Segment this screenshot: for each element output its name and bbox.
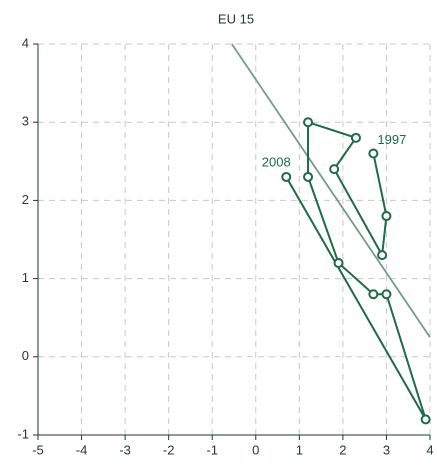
point	[303, 171, 314, 182]
point	[368, 289, 379, 300]
x-tick-label: -5	[32, 442, 44, 457]
x-tick-label: 1	[296, 442, 303, 457]
x-tick-label: 3	[383, 442, 390, 457]
annotation: 2008	[262, 154, 291, 169]
x-tick-label: -3	[119, 442, 131, 457]
point	[333, 257, 344, 268]
point	[329, 164, 340, 175]
point	[303, 117, 314, 128]
y-tick-label: -1	[17, 426, 29, 441]
annotation: 1997	[377, 132, 406, 147]
y-tick-label: 0	[22, 348, 29, 363]
x-tick-label: 2	[339, 442, 346, 457]
y-tick-label: 4	[22, 35, 29, 50]
x-tick-label: -1	[206, 442, 218, 457]
y-tick-label: 2	[22, 192, 29, 207]
chart-title: EU 15	[218, 11, 254, 26]
point	[377, 250, 388, 261]
x-tick-label: -4	[76, 442, 88, 457]
point	[381, 289, 392, 300]
point	[381, 211, 392, 222]
y-tick-label: 1	[22, 270, 29, 285]
point	[420, 414, 431, 425]
point	[281, 171, 292, 182]
point	[368, 148, 379, 159]
trend-line	[231, 43, 431, 338]
x-tick-label: 4	[426, 442, 433, 457]
series-line	[285, 120, 427, 420]
x-tick-label: -2	[163, 442, 175, 457]
y-tick-label: 3	[22, 114, 29, 129]
point	[350, 132, 361, 143]
x-tick-label: 0	[252, 442, 259, 457]
